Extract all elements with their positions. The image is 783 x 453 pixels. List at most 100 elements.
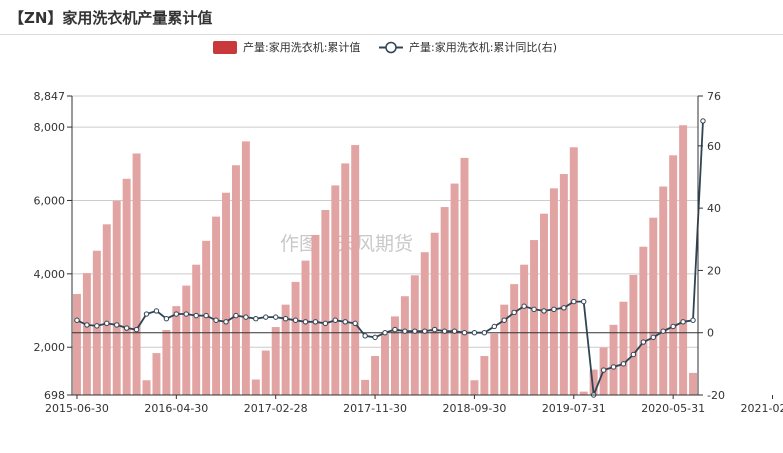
bar	[351, 145, 360, 395]
line-point	[272, 314, 279, 320]
line-point	[511, 309, 517, 316]
bar	[371, 356, 380, 395]
bar	[579, 391, 588, 395]
right-tick-label: 60	[707, 140, 721, 153]
bar	[102, 224, 111, 395]
left-tick-label: 698	[44, 389, 65, 402]
line-point	[501, 317, 507, 323]
bar	[241, 141, 250, 395]
bar	[301, 260, 310, 395]
right-tick-label: -20	[707, 389, 725, 402]
line-point	[600, 367, 607, 373]
bar	[390, 316, 399, 395]
chart-title: 【ZN】家用洗衣机产量累计值	[9, 9, 213, 27]
line-point	[402, 328, 408, 334]
bar	[510, 284, 519, 395]
left-tick-label: 2,000	[34, 341, 66, 354]
bar	[132, 153, 141, 395]
x-tick-label: 2019-07-31	[542, 402, 606, 415]
line-point	[620, 361, 627, 367]
line-point	[322, 320, 329, 327]
line-point	[680, 319, 686, 325]
line-point	[223, 319, 229, 325]
legend-line-marker	[385, 41, 397, 54]
line-point	[74, 317, 80, 323]
bar	[639, 246, 648, 395]
bar	[271, 327, 280, 395]
bar	[569, 147, 578, 395]
line-point	[123, 325, 130, 331]
bar	[321, 210, 330, 395]
line-point	[213, 317, 219, 323]
yoy-line	[76, 120, 704, 396]
bar	[341, 163, 350, 395]
x-tick-label: 2017-11-30	[343, 402, 407, 415]
line-point	[243, 314, 249, 320]
bar	[540, 213, 548, 395]
line-point	[362, 333, 368, 339]
legend-bar-swatch	[213, 41, 237, 54]
line-point	[312, 319, 319, 325]
line-point	[571, 298, 577, 305]
line-point	[660, 328, 666, 334]
line-point	[263, 314, 269, 320]
bar	[629, 274, 638, 395]
line-point	[372, 334, 378, 341]
bar	[669, 155, 678, 395]
bar	[361, 379, 370, 395]
bar	[490, 333, 499, 395]
line-point	[114, 322, 120, 328]
line-point	[153, 308, 160, 314]
x-tick-label: 2017-02-28	[244, 402, 308, 415]
line-point	[84, 322, 90, 328]
line-point	[491, 323, 498, 330]
right-tick-label: 76	[707, 90, 721, 103]
bar	[500, 304, 509, 395]
line-point	[412, 328, 418, 334]
bar	[430, 232, 439, 395]
bar-series	[72, 125, 698, 395]
bar	[231, 165, 240, 395]
bar	[609, 324, 618, 395]
left-tick-label: 8,847	[34, 90, 66, 103]
line-point	[630, 351, 637, 358]
bar	[619, 301, 628, 395]
bar	[659, 186, 668, 395]
bar	[92, 250, 101, 395]
bar	[400, 296, 409, 395]
line-point	[670, 323, 676, 330]
line-point	[104, 320, 110, 327]
line-point	[531, 306, 537, 313]
line-series	[74, 118, 706, 398]
line-point	[282, 315, 289, 322]
bar	[122, 178, 131, 395]
line-point	[461, 330, 468, 336]
line-point	[183, 311, 189, 317]
left-tick-label: 6,000	[34, 194, 66, 207]
bar	[470, 380, 479, 395]
line-point	[551, 306, 557, 313]
line-point	[292, 317, 299, 323]
bar	[311, 234, 320, 395]
bar	[331, 185, 340, 395]
line-point	[143, 311, 150, 317]
line-point	[163, 315, 170, 322]
x-tick-label: 2015-06-30	[45, 402, 109, 415]
legend-line-label: 产量:家用洗衣机:累计同比(右)	[409, 40, 557, 54]
bar	[152, 353, 161, 395]
bar	[460, 157, 469, 395]
bar	[112, 200, 121, 395]
line-point	[441, 328, 448, 334]
right-tick-label: 0	[707, 327, 714, 340]
line-point	[431, 326, 438, 333]
line-point	[700, 118, 706, 124]
bar	[440, 207, 449, 395]
line-point	[173, 311, 180, 317]
right-tick-label: 20	[707, 264, 721, 277]
x-tick-label: 2016-04-30	[144, 402, 208, 415]
line-point	[253, 315, 259, 322]
bar	[281, 304, 290, 395]
bar	[82, 273, 91, 395]
bar	[410, 275, 419, 395]
